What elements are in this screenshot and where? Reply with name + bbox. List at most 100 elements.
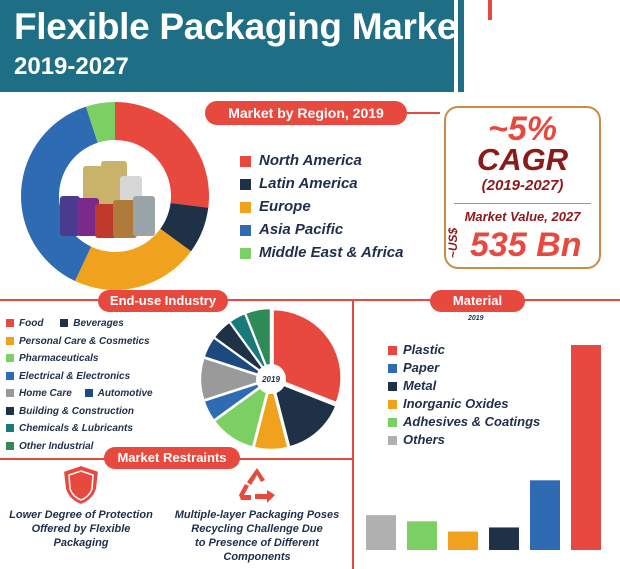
header-accent-bar [488, 20, 620, 92]
cagr-divider [454, 203, 591, 204]
restraints-section-title: Market Restraints [104, 447, 240, 469]
pie-slice-other-industrial [244, 307, 272, 377]
donut-slice-middle-east-africa [85, 102, 115, 143]
pie-slice-personal-care-cosmetics [253, 381, 289, 451]
end-use-section-title: End-use Industry [98, 290, 228, 312]
end-use-legend: Food Beverages Personal Care & Cosmetics… [6, 318, 153, 458]
material-year: 2019 [468, 315, 484, 322]
legend-swatch [240, 224, 251, 236]
legend-label: Latin America [259, 175, 358, 192]
legend-swatch [388, 346, 397, 356]
legend-label: Paper [403, 360, 440, 375]
pie-slice-home-care [199, 357, 271, 401]
donut-slice-latin-america [160, 203, 209, 252]
bar-plastic [571, 345, 601, 550]
restraint-line: Lower Degree of Protection [9, 509, 153, 521]
pouch-shape [133, 196, 155, 236]
pie-center-year: 2019 [261, 375, 280, 384]
donut-slice-europe [74, 228, 192, 290]
cagr-box [444, 106, 601, 269]
section-divider [0, 299, 620, 301]
bar-others [366, 515, 396, 550]
legend-swatch [240, 178, 251, 190]
legend-swatch [6, 406, 14, 415]
legend-label: Food [19, 318, 44, 329]
legend-item: Chemicals & Lubricants [6, 423, 153, 441]
page-subtitle-years: 2019-2027 [14, 53, 129, 80]
pie-slice-electrical-electronics [203, 379, 270, 422]
restraint-line: Components [223, 551, 291, 563]
legend-item: Metal [388, 378, 540, 396]
restraint-line: Offered by Flexible [31, 523, 131, 535]
legend-label: Others [403, 432, 445, 447]
packaging-pouches-image [60, 161, 155, 238]
legend-item: Electrical & Electronics [6, 371, 153, 389]
cagr-value: ~5% [488, 110, 557, 148]
region-donut-chart [21, 102, 210, 290]
pie-center [256, 364, 286, 394]
market-value: 535 Bn [470, 226, 582, 264]
restraint-text: Multiple-layer Packaging Poses Recycling… [167, 508, 347, 564]
legend-label: North America [259, 152, 362, 169]
page-title: Flexible Packaging Market [14, 6, 470, 47]
legend-swatch [60, 319, 69, 328]
pie-slice-food [272, 308, 342, 404]
bar-inorganic-oxides [448, 531, 478, 550]
legend-label: Middle East & Africa [259, 244, 404, 261]
header-stripe [488, 0, 492, 20]
legend-item: Middle East & Africa [240, 244, 403, 267]
cagr-period: (2019-2027) [481, 177, 564, 194]
market-value-label: Market Value, 2027 [464, 209, 581, 224]
legend-swatch [6, 389, 14, 398]
legend-item: Paper [388, 360, 540, 378]
region-section-title: Market by Region, 2019 [205, 101, 407, 125]
legend-label: Building & Construction [19, 405, 134, 417]
legend-swatch [388, 382, 397, 392]
legend-swatch [240, 155, 251, 167]
legend-label: Metal [403, 378, 437, 393]
legend-item: Inorganic Oxides [388, 396, 540, 414]
legend-swatch [240, 247, 251, 259]
legend-label: Pharmaceuticals [19, 353, 99, 364]
shield-icon [61, 463, 101, 507]
legend-item: Adhesives & Coatings [388, 414, 540, 432]
legend-item: Plastic [388, 342, 540, 360]
legend-item: Europe [240, 198, 403, 221]
legend-swatch [6, 336, 14, 345]
legend-swatch [6, 319, 14, 328]
legend-item: Others [388, 432, 540, 450]
pouch-shape [77, 198, 99, 236]
legend-label: Beverages [73, 318, 124, 329]
legend-label: Plastic [403, 342, 445, 357]
recycle-icon [239, 468, 275, 503]
pie-slice-beverages [271, 379, 337, 448]
header-banner [0, 0, 454, 92]
market-value-currency: ~US$ [446, 227, 460, 259]
legend-label: Adhesives & Coatings [403, 414, 541, 429]
legend-swatch [6, 441, 14, 450]
legend-item: Food Beverages [6, 318, 153, 336]
restraint-line: Multiple-layer Packaging Poses [174, 509, 340, 521]
legend-item: Home Care Automotive [6, 388, 153, 406]
material-section-title: Material [430, 290, 525, 312]
legend-item: Personal Care & Cosmetics [6, 336, 153, 354]
restraint-line: Recycling Challenge Due [191, 523, 323, 535]
legend-swatch [6, 371, 14, 380]
legend-item: Building & Construction [6, 406, 153, 424]
legend-label: Automotive [97, 388, 153, 399]
material-legend: Plastic Paper Metal Inorganic Oxides Adh… [388, 342, 540, 450]
donut-slice-north-america [115, 102, 210, 208]
pouch-shape [95, 204, 117, 238]
pie-slice-chemicals-lubricants [228, 312, 271, 378]
legend-label: Chemicals & Lubricants [19, 423, 133, 434]
restraint-text: Lower Degree of Protection Offered by Fl… [0, 508, 162, 550]
legend-swatch [6, 354, 14, 363]
pouch-shape [113, 200, 137, 238]
legend-item: North America [240, 152, 403, 175]
end-use-pie-chart: 2019 [199, 307, 342, 451]
legend-swatch [388, 400, 397, 410]
legend-label: Inorganic Oxides [403, 396, 509, 411]
legend-label: Home Care [19, 388, 72, 399]
legend-swatch [388, 418, 397, 428]
bar-metal [489, 527, 519, 550]
